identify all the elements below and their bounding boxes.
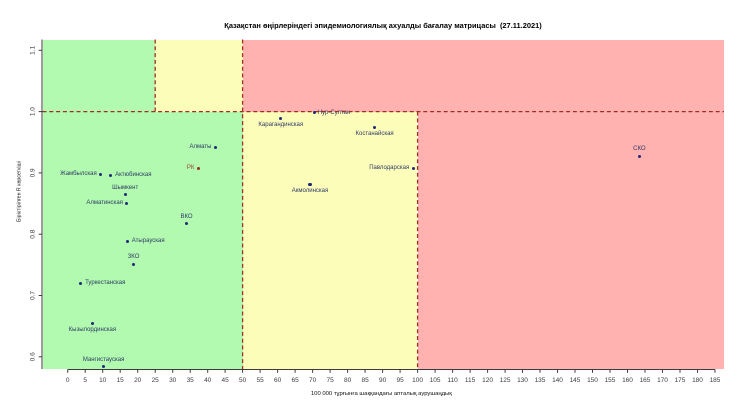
svg-text:0.9: 0.9 — [30, 168, 37, 177]
svg-text:0.7: 0.7 — [30, 291, 37, 300]
svg-text:1.1: 1.1 — [30, 45, 37, 54]
svg-text:1.0: 1.0 — [30, 107, 37, 116]
svg-text:0.6: 0.6 — [30, 352, 37, 361]
svg-text:0.8: 0.8 — [30, 229, 37, 238]
svg-text:Біріктірілген R көрсеткіші: Біріктірілген R көрсеткіші — [16, 161, 22, 222]
